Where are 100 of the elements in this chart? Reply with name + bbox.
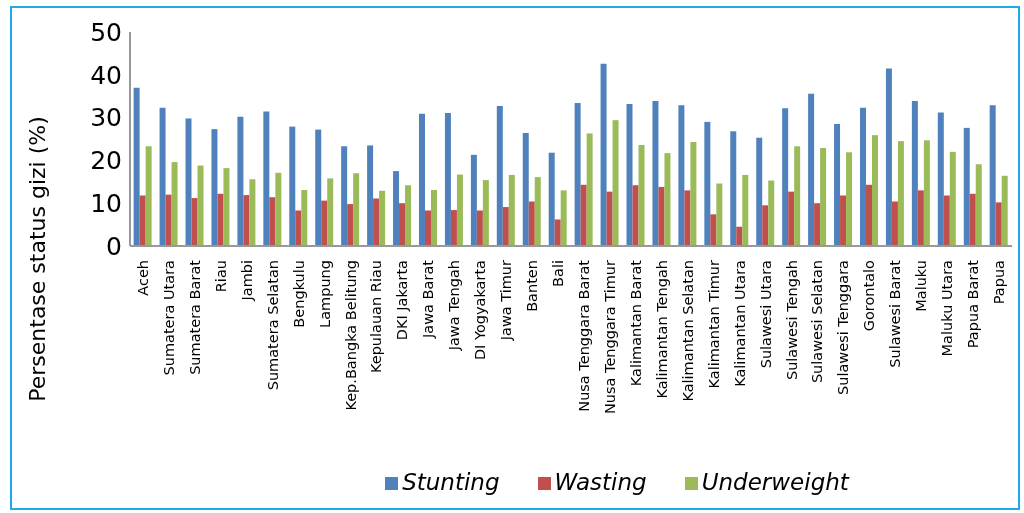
bar [341, 146, 348, 246]
bar [911, 100, 918, 246]
x-tick-label: DI Yogyakarta [472, 260, 489, 361]
bar [223, 168, 230, 246]
bar [508, 174, 515, 246]
bar [652, 100, 659, 246]
y-tick-label: 10 [90, 189, 122, 219]
x-tick-label: Kepulauan Riau [368, 260, 385, 374]
y-tick-label: 30 [90, 103, 122, 133]
x-tick-label: Kalimantan Selatan [679, 260, 696, 402]
x-tick-label: Sumatera Utara [160, 260, 177, 376]
x-tick-label: Banten [524, 260, 541, 312]
bar [197, 165, 204, 246]
bar [243, 195, 250, 246]
x-tick-label: Aceh [134, 260, 151, 296]
x-tick-label: Jawa Barat [420, 259, 437, 339]
bar [897, 141, 904, 246]
bar [716, 183, 723, 246]
bar [321, 200, 328, 246]
bar [865, 184, 872, 246]
y-axis-title: Persentase status gizi (%) [24, 116, 50, 402]
bar [430, 189, 437, 246]
bar [664, 153, 671, 246]
bar [1001, 175, 1008, 246]
x-tick-label: Sumatera Barat [186, 259, 203, 375]
x-tick-label: Maluku [913, 260, 930, 312]
bar [534, 177, 541, 246]
bar [704, 121, 711, 246]
x-tick-label: Nusa Tenggara Timur [601, 259, 618, 415]
bar [768, 180, 775, 246]
bar [171, 162, 178, 246]
x-tick-label: Kalimantan Tengah [653, 260, 670, 399]
bar [969, 193, 976, 246]
bar [632, 185, 639, 246]
bar [923, 140, 930, 246]
bar [379, 190, 386, 246]
bar [690, 142, 697, 246]
y-tick-label: 20 [90, 146, 122, 176]
bar [295, 210, 302, 246]
bar [846, 152, 853, 246]
bar [522, 133, 529, 246]
bar [963, 127, 970, 246]
bar [975, 164, 982, 246]
y-tick-label: 40 [90, 60, 122, 90]
bar [159, 107, 166, 246]
bar [782, 108, 789, 246]
bar [450, 210, 457, 246]
bar [470, 154, 477, 246]
y-tick-label: 50 [90, 17, 122, 47]
bar [424, 210, 431, 246]
bar [678, 105, 685, 246]
x-tick-label: Sulawesi Utara [757, 260, 774, 369]
bar [762, 205, 769, 246]
bar [840, 195, 847, 246]
x-tick-label: Papua Barat [965, 259, 982, 349]
x-tick-label: Kep.Bangka Belitung [342, 260, 359, 411]
x-tick-label: Nusa Tenggara Barat [575, 259, 592, 412]
bar [586, 133, 593, 246]
x-tick-label: Lampung [316, 260, 333, 328]
bar [937, 112, 944, 246]
bar [133, 87, 140, 246]
bar [794, 146, 801, 246]
bar [606, 191, 613, 246]
bar [217, 193, 224, 246]
x-tick-label: Jawa Timur [498, 259, 515, 342]
bar [502, 207, 509, 246]
bar [145, 146, 152, 246]
bar [476, 210, 483, 246]
bar [249, 179, 256, 246]
bar [211, 129, 218, 246]
bar [554, 219, 561, 246]
bar [871, 135, 878, 246]
x-tick-label: Kalimantan Timur [705, 259, 722, 389]
bar [237, 116, 244, 246]
bar [574, 103, 581, 246]
bar [327, 178, 334, 246]
bar [814, 203, 821, 246]
x-tick-label: Sulawesi Barat [887, 259, 904, 368]
x-tick-label: Jambi [238, 260, 255, 302]
bar [405, 185, 412, 246]
bar [353, 173, 360, 246]
x-tick-label: Sumatera Selatan [264, 260, 281, 391]
bar [393, 171, 400, 246]
x-tick-label: Gorontalo [861, 259, 878, 332]
bar [885, 68, 892, 246]
bar [315, 129, 322, 246]
bar [808, 93, 815, 246]
legend-label: Wasting [554, 469, 647, 495]
bar [289, 126, 296, 246]
bar [612, 120, 619, 246]
x-tick-label: Kalimantan Utara [731, 260, 748, 387]
x-tick-label: Kalimantan Barat [627, 259, 644, 387]
bar [347, 204, 354, 246]
x-tick-label: Jawa Tengah [446, 260, 463, 352]
bar [560, 190, 567, 246]
bar [820, 147, 827, 246]
bar [444, 112, 451, 246]
bar [742, 174, 749, 246]
bar [456, 174, 463, 246]
bar [834, 124, 841, 246]
